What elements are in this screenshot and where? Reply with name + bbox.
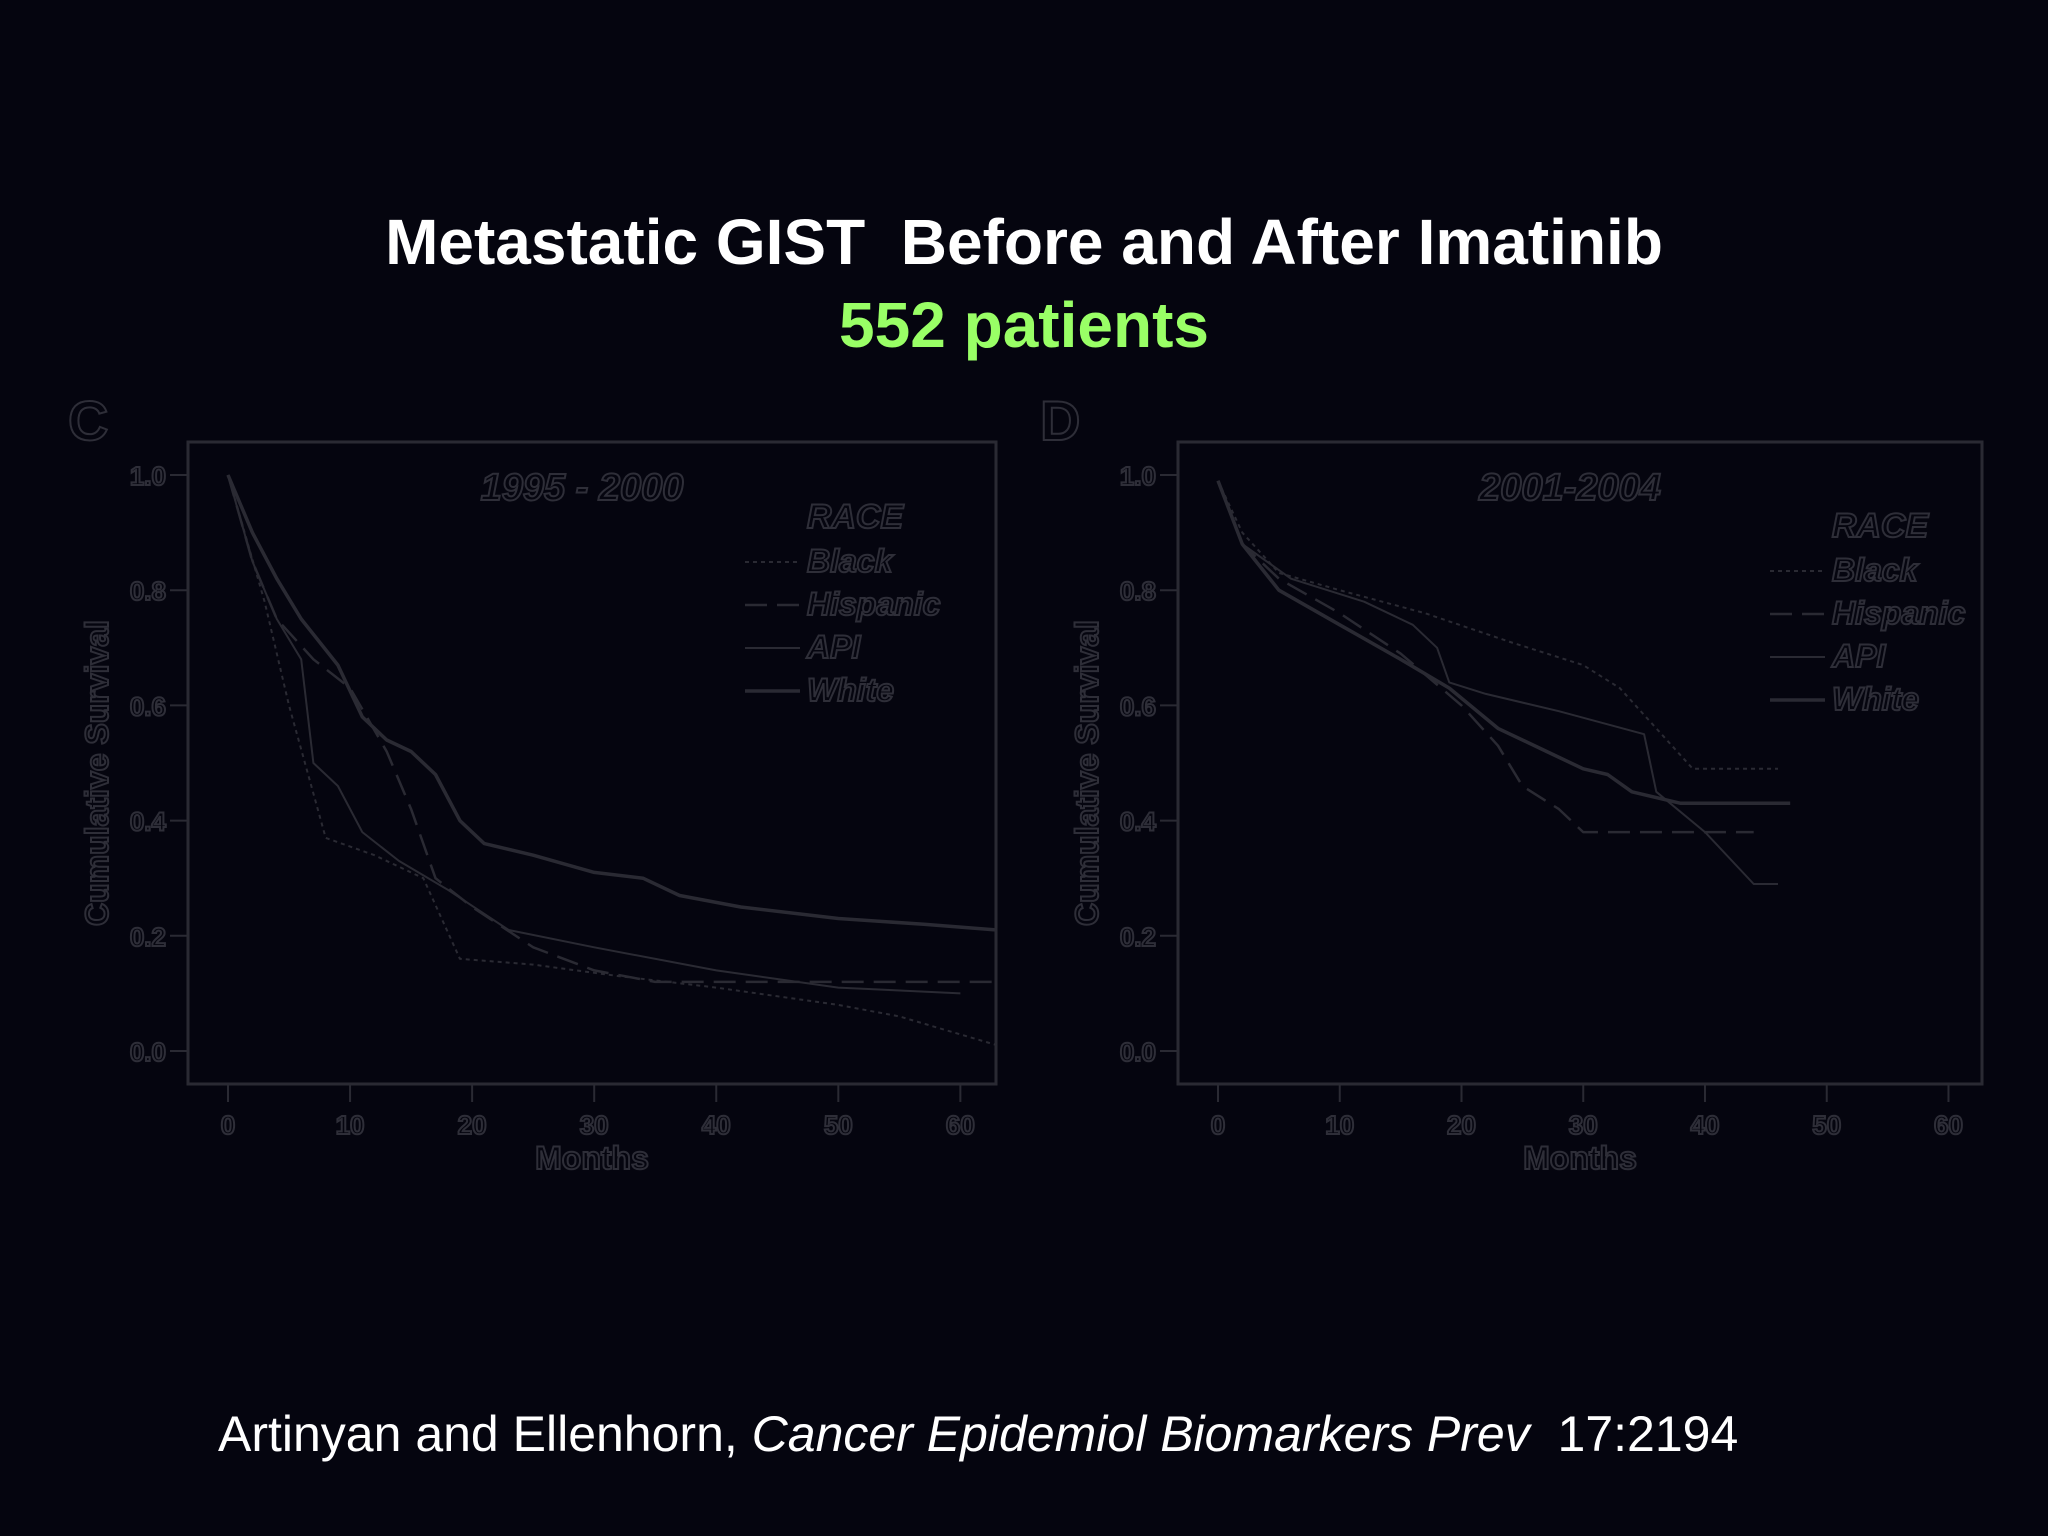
x-axis-label: Months: [535, 1140, 649, 1176]
citation-journal: Cancer Epidemiol Biomarkers Prev: [751, 1406, 1530, 1462]
x-tick-label: 60: [946, 1110, 975, 1140]
legend-label: Hispanic: [807, 586, 941, 622]
x-tick-label: 40: [1691, 1110, 1720, 1140]
series-line-api: [1217, 480, 1778, 885]
x-tick-label: 60: [1934, 1110, 1963, 1140]
citation-authors: Artinyan and Ellenhorn,: [218, 1406, 752, 1462]
x-tick-label: 0: [1211, 1110, 1225, 1140]
panel-letter: D: [1040, 389, 1080, 452]
y-tick-label: 0.2: [130, 922, 166, 952]
legend-title: RACE: [807, 498, 905, 536]
page-title: Metastatic GIST Before and After Imatini…: [385, 206, 1663, 278]
y-tick-label: 1.0: [1120, 461, 1156, 491]
citation: Artinyan and Ellenhorn, Cancer Epidemiol…: [218, 1405, 1738, 1463]
series-line-black: [1217, 480, 1778, 770]
y-axis-label: Cumulative Survival: [1069, 620, 1105, 926]
y-tick-label: 0.8: [1120, 576, 1156, 606]
y-tick-label: 0.2: [1120, 922, 1156, 952]
y-tick-label: 1.0: [130, 461, 166, 491]
chart-panel-c: C 0.0 0.2 0.4 0.6 0.8 1.0 0 10 20 30 40 50 60 Months Cu…: [67, 388, 998, 1177]
y-tick-label: 0.6: [130, 691, 166, 721]
x-tick-label: 40: [702, 1110, 731, 1140]
legend-label: Black: [807, 543, 895, 579]
series-line-white: [1216, 480, 1791, 806]
x-tick-label: 10: [336, 1110, 365, 1140]
series-line-white: [226, 474, 998, 932]
y-tick-label: 0.0: [130, 1037, 166, 1067]
legend-label: Hispanic: [1832, 595, 1966, 631]
y-tick-label: 0.4: [130, 807, 167, 837]
x-tick-label: 20: [1447, 1110, 1476, 1140]
legend-title: RACE: [1832, 507, 1930, 545]
x-tick-label: 10: [1325, 1110, 1354, 1140]
series-line-hispanic: [1216, 480, 1754, 834]
chart-title: 2001-2004: [1478, 467, 1661, 509]
legend-label: API: [806, 629, 861, 665]
y-tick-label: 0.0: [1120, 1037, 1156, 1067]
legend-label: API: [1831, 638, 1886, 674]
y-axis-label: Cumulative Survival: [79, 620, 115, 926]
chart-title: 1995 - 2000: [481, 467, 684, 509]
x-tick-label: 0: [221, 1110, 235, 1140]
y-tick-label: 0.8: [130, 576, 166, 606]
page-subtitle: 552 patients: [839, 289, 1209, 361]
x-tick-label: 20: [458, 1110, 487, 1140]
x-tick-label: 30: [580, 1110, 609, 1140]
x-tick-label: 50: [824, 1110, 853, 1140]
plot-frame: [1176, 440, 1984, 1086]
series-line-black: [227, 474, 998, 1047]
citation-ref: 17:2194: [1529, 1406, 1739, 1462]
legend-label: White: [807, 672, 894, 708]
legend-label: White: [1832, 681, 1919, 717]
series-line-hispanic: [226, 474, 997, 984]
y-tick-label: 0.4: [1120, 807, 1157, 837]
series-line-api: [227, 474, 961, 995]
y-tick-label: 0.6: [1120, 691, 1156, 721]
panel-letter: C: [68, 389, 108, 452]
x-tick-label: 30: [1569, 1110, 1598, 1140]
x-tick-label: 50: [1812, 1110, 1841, 1140]
plot-frame: [186, 440, 998, 1086]
legend-label: Black: [1832, 552, 1920, 588]
chart-panel-d: D 0.0 0.2 0.4 0.6 0.8 1.0 0 10 20 30 40 50 60 Months Cu…: [1039, 388, 1984, 1177]
x-axis-label: Months: [1523, 1140, 1637, 1176]
